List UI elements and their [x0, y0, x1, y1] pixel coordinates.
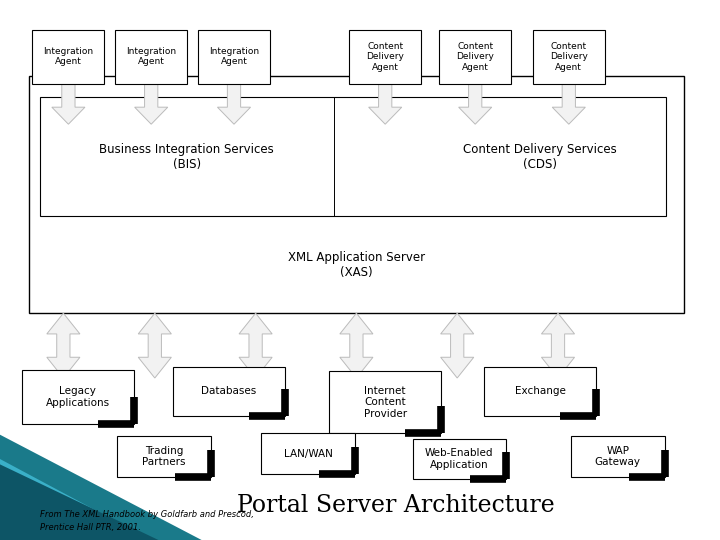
Bar: [32, 30, 104, 84]
Polygon shape: [138, 313, 171, 378]
Polygon shape: [217, 84, 251, 124]
Bar: [117, 436, 211, 477]
Text: Integration
Agent: Integration Agent: [209, 47, 259, 66]
Text: Content
Delivery
Agent: Content Delivery Agent: [456, 42, 494, 72]
Text: Databases: Databases: [202, 387, 256, 396]
Polygon shape: [52, 84, 85, 124]
Text: Integration
Agent: Integration Agent: [126, 47, 176, 66]
Bar: [484, 367, 596, 416]
Polygon shape: [0, 459, 151, 540]
Bar: [115, 30, 187, 84]
Bar: [29, 76, 684, 313]
Text: Legacy
Applications: Legacy Applications: [45, 386, 110, 408]
Text: Internet
Content
Provider: Internet Content Provider: [364, 386, 407, 419]
Bar: [261, 433, 355, 474]
Bar: [349, 30, 421, 84]
Polygon shape: [369, 84, 402, 124]
Bar: [198, 30, 270, 84]
Polygon shape: [0, 464, 202, 540]
Text: LAN/WAN: LAN/WAN: [284, 449, 333, 458]
Polygon shape: [0, 435, 202, 540]
Bar: [533, 30, 605, 84]
Polygon shape: [441, 313, 474, 378]
Bar: [330, 372, 441, 433]
Text: WAP
Gateway: WAP Gateway: [595, 446, 641, 467]
Text: Content Delivery Services
(CDS): Content Delivery Services (CDS): [463, 143, 616, 171]
Text: Exchange: Exchange: [515, 387, 565, 396]
Bar: [173, 367, 285, 416]
Text: Business Integration Services
(BIS): Business Integration Services (BIS): [99, 143, 274, 171]
Bar: [439, 30, 511, 84]
Polygon shape: [541, 313, 575, 378]
Polygon shape: [552, 84, 585, 124]
Polygon shape: [239, 313, 272, 378]
Text: Trading
Partners: Trading Partners: [143, 446, 186, 467]
Polygon shape: [135, 84, 168, 124]
Text: Integration
Agent: Integration Agent: [43, 47, 94, 66]
Text: Prentice Hall PTR, 2001.: Prentice Hall PTR, 2001.: [40, 523, 140, 532]
Text: Content
Delivery
Agent: Content Delivery Agent: [550, 42, 588, 72]
Bar: [571, 436, 665, 477]
Polygon shape: [340, 313, 373, 378]
Text: XML Application Server
(XAS): XML Application Server (XAS): [288, 251, 425, 279]
Text: Portal Server Architecture: Portal Server Architecture: [237, 495, 555, 517]
Bar: [22, 370, 134, 424]
Polygon shape: [459, 84, 492, 124]
Text: From The XML Handbook by Goldfarb and Prescod,: From The XML Handbook by Goldfarb and Pr…: [40, 510, 253, 519]
Bar: [413, 438, 506, 480]
Polygon shape: [47, 313, 80, 378]
Text: Web-Enabled
Application: Web-Enabled Application: [425, 448, 494, 470]
Text: Content
Delivery
Agent: Content Delivery Agent: [366, 42, 404, 72]
Bar: [40, 97, 666, 216]
